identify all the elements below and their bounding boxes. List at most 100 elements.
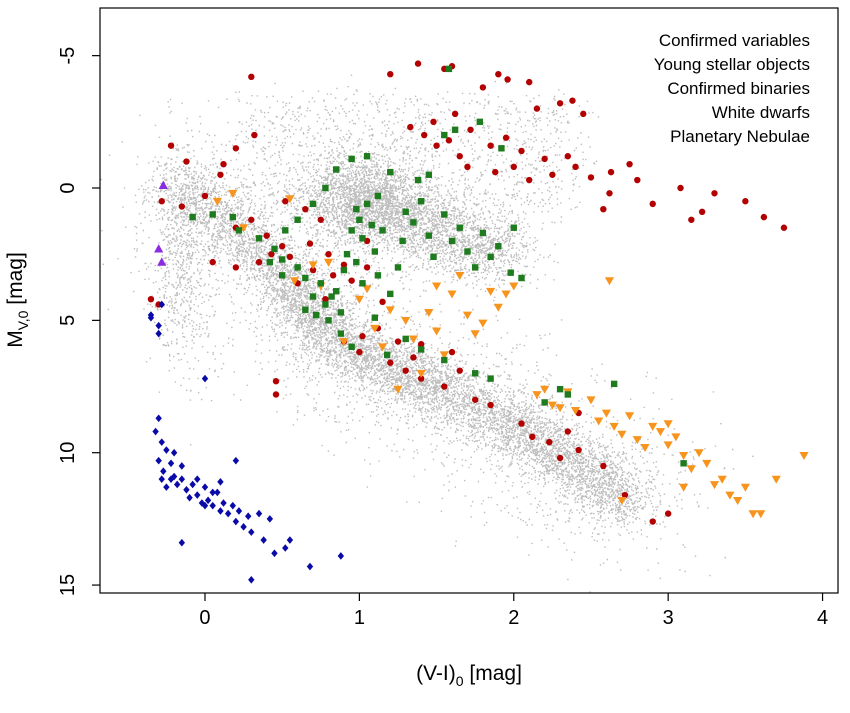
point-confirmed-binaries	[235, 227, 243, 234]
point-confirmed-variables	[387, 359, 394, 366]
point-white-dwarfs	[155, 321, 162, 330]
point-confirmed-binaries	[209, 211, 216, 218]
point-confirmed-binaries	[348, 227, 355, 234]
point-confirmed-variables	[325, 250, 332, 258]
point-white-dwarfs	[201, 501, 209, 510]
point-confirmed-binaries	[278, 256, 286, 263]
point-young-stellar-objects	[323, 258, 334, 267]
y-axis: -5 0 5 10 15	[57, 47, 100, 596]
y-tick-label: 5	[57, 315, 79, 326]
point-young-stellar-objects	[462, 311, 473, 320]
point-confirmed-variables	[634, 176, 641, 184]
point-young-stellar-objects	[733, 496, 743, 505]
point-confirmed-variables	[487, 142, 494, 149]
series-white-dwarfs	[147, 300, 345, 584]
point-confirmed-variables	[606, 190, 613, 197]
point-confirmed-binaries	[371, 248, 379, 255]
point-confirmed-variables	[621, 491, 629, 499]
point-young-stellar-objects	[238, 224, 249, 233]
point-confirmed-binaries	[441, 211, 448, 218]
point-young-stellar-objects	[470, 330, 480, 339]
point-white-dwarfs	[271, 549, 278, 558]
point-confirmed-binaries	[379, 227, 386, 234]
point-confirmed-binaries	[322, 301, 329, 308]
point-young-stellar-objects	[401, 316, 411, 325]
point-confirmed-variables	[268, 250, 275, 258]
point-confirmed-variables	[363, 264, 371, 271]
point-confirmed-variables	[248, 216, 255, 223]
point-white-dwarfs	[232, 517, 240, 526]
point-confirmed-binaries	[451, 126, 459, 133]
point-confirmed-variables	[356, 348, 363, 356]
point-confirmed-binaries	[387, 290, 394, 298]
point-young-stellar-objects	[501, 290, 511, 299]
point-young-stellar-objects	[431, 282, 442, 291]
point-young-stellar-objects	[671, 433, 681, 442]
point-young-stellar-objects	[370, 324, 380, 333]
point-confirmed-binaries	[322, 184, 329, 192]
point-confirmed-variables	[451, 110, 459, 118]
point-white-dwarfs	[232, 456, 240, 465]
legend-entry-young-stellar-objects: Young stellar objects	[654, 55, 810, 74]
point-confirmed-variables	[600, 462, 607, 470]
point-white-dwarfs	[173, 480, 181, 489]
point-confirmed-variables	[580, 110, 587, 118]
point-confirmed-binaries	[353, 205, 360, 213]
point-confirmed-variables	[263, 232, 270, 239]
point-white-dwarfs	[178, 462, 186, 470]
point-young-stellar-objects	[686, 465, 696, 474]
point-confirmed-variables	[664, 510, 672, 517]
x-tick-label: 2	[508, 607, 519, 629]
point-confirmed-variables	[340, 261, 348, 268]
point-confirmed-variables	[329, 272, 337, 279]
point-confirmed-variables	[649, 518, 656, 525]
legend-entry-confirmed-variables: Confirmed variables	[659, 31, 810, 50]
point-white-dwarfs	[214, 488, 221, 497]
point-confirmed-variables	[255, 258, 263, 266]
point-confirmed-variables	[479, 84, 487, 91]
point-young-stellar-objects	[555, 404, 565, 413]
point-confirmed-variables	[421, 131, 428, 139]
point-young-stellar-objects	[486, 287, 496, 296]
point-confirmed-binaries	[333, 288, 340, 295]
y-axis-label: MV,0 [mag]	[4, 252, 31, 348]
point-young-stellar-objects	[601, 409, 612, 418]
point-confirmed-variables	[158, 198, 165, 205]
point-young-stellar-objects	[455, 271, 465, 280]
point-young-stellar-objects	[547, 401, 557, 410]
point-confirmed-binaries	[417, 198, 425, 205]
point-confirmed-binaries	[312, 311, 320, 319]
point-white-dwarfs	[255, 509, 263, 518]
point-young-stellar-objects	[532, 391, 542, 400]
point-confirmed-binaries	[518, 274, 525, 282]
point-confirmed-variables	[626, 160, 633, 168]
point-confirmed-variables	[564, 153, 572, 160]
point-confirmed-binaries	[414, 176, 422, 184]
point-confirmed-variables	[471, 396, 479, 403]
point-confirmed-variables	[533, 105, 541, 112]
point-white-dwarfs	[248, 575, 255, 584]
point-confirmed-binaries	[417, 346, 425, 353]
point-confirmed-binaries	[495, 243, 502, 250]
point-young-stellar-objects	[439, 351, 449, 360]
point-white-dwarfs	[167, 475, 175, 483]
point-young-stellar-objects	[354, 295, 364, 304]
point-white-dwarfs	[178, 475, 186, 483]
point-confirmed-binaries	[448, 237, 456, 245]
point-confirmed-binaries	[359, 235, 366, 242]
point-confirmed-binaries	[317, 280, 324, 287]
point-confirmed-binaries	[325, 317, 332, 324]
point-confirmed-variables	[487, 401, 494, 409]
point-confirmed-binaries	[363, 200, 371, 208]
point-young-stellar-objects	[624, 412, 635, 421]
y-tick-label: 10	[57, 442, 79, 464]
x-axis-label: (V-I)0 [mag]	[416, 662, 522, 689]
point-confirmed-variables	[529, 433, 536, 441]
y-tick-label: 0	[57, 182, 79, 193]
point-confirmed-variables	[147, 295, 155, 303]
point-confirmed-variables	[502, 134, 510, 141]
point-confirmed-variables	[410, 354, 417, 361]
point-confirmed-variables	[569, 97, 576, 104]
point-confirmed-binaries	[425, 232, 433, 239]
point-confirmed-binaries	[302, 274, 309, 282]
